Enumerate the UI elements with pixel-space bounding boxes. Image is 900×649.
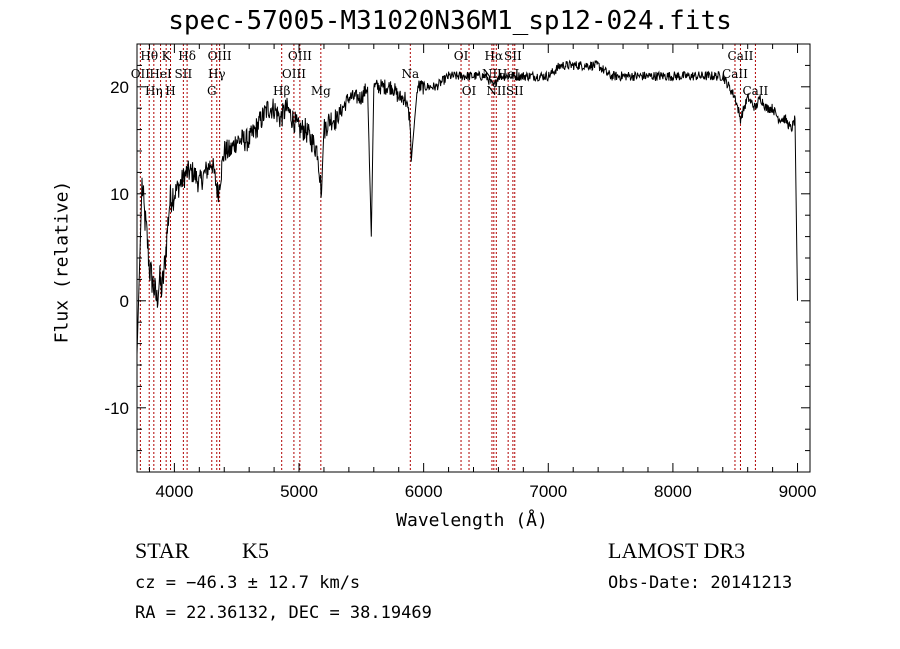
y-tick-label: 10 xyxy=(110,185,129,204)
line-label-20: NII xyxy=(486,84,506,98)
redshift-info: cz = −46.3 ± 12.7 km/s xyxy=(135,573,361,593)
observation-date: Obs-Date: 20141213 xyxy=(608,573,793,593)
line-label-15: Na xyxy=(401,67,419,81)
line-label-7: Hδ xyxy=(178,49,196,63)
line-label-25: CaII xyxy=(728,49,754,63)
line-labels-layer: OIIHθHηHeIKHSIIHδGHγOIIIHβOIIIOIIIMgNaOI… xyxy=(131,49,769,98)
survey-name: LAMOST DR3 xyxy=(608,538,746,563)
x-tick-label: 7000 xyxy=(529,482,567,501)
line-label-1: Hθ xyxy=(140,49,158,63)
line-label-8: G xyxy=(207,84,217,98)
emission-lines-layer xyxy=(139,44,756,472)
x-tick-label: 8000 xyxy=(654,482,692,501)
x-tick-label: 5000 xyxy=(280,482,318,501)
line-label-10: OIII xyxy=(208,49,232,63)
line-label-5: H xyxy=(165,84,175,98)
y-tick-label: -10 xyxy=(104,399,129,418)
line-label-19: Hα xyxy=(485,49,504,63)
plot-frame xyxy=(136,43,811,473)
object-class: STAR xyxy=(135,538,190,563)
line-label-23: SII xyxy=(506,84,524,98)
x-tick-label: 6000 xyxy=(405,482,443,501)
y-tick-label: 20 xyxy=(110,78,129,97)
object-subclass: K5 xyxy=(242,538,269,563)
x-tick-label: 4000 xyxy=(155,482,193,501)
line-label-2: Hη xyxy=(145,84,163,98)
x-tick-label: 9000 xyxy=(779,482,817,501)
line-label-13: OIII xyxy=(288,49,312,63)
line-label-22: SII xyxy=(504,49,522,63)
chart-title: spec-57005-M31020N36M1_sp12-024.fits xyxy=(168,6,732,36)
line-label-24: CaII xyxy=(722,67,748,81)
line-label-6: SII xyxy=(175,67,193,81)
line-label-9: Hγ xyxy=(208,67,226,81)
line-label-26: CaII xyxy=(742,84,768,98)
line-label-17: OI xyxy=(462,84,477,98)
y-axis-label: Flux (relative) xyxy=(51,180,73,344)
axis-ticks-layer: 4000 5000 6000 7000 8000 9000 -10 0 10 20 xyxy=(104,43,817,501)
x-axis-label: Wavelength (Å) xyxy=(396,510,548,531)
y-tick-label: 0 xyxy=(120,292,129,311)
line-label-16: OI xyxy=(454,49,469,63)
line-label-12: OIII xyxy=(282,67,306,81)
line-label-11: Hβ xyxy=(273,84,290,98)
line-label-3: HeI xyxy=(149,67,172,81)
coordinates: RA = 22.36132, DEC = 38.19469 xyxy=(135,603,432,623)
flux-series-line xyxy=(136,59,798,355)
line-label-14: Mg xyxy=(311,84,331,98)
line-label-0: OII xyxy=(131,67,151,81)
line-label-4: K xyxy=(162,49,172,63)
